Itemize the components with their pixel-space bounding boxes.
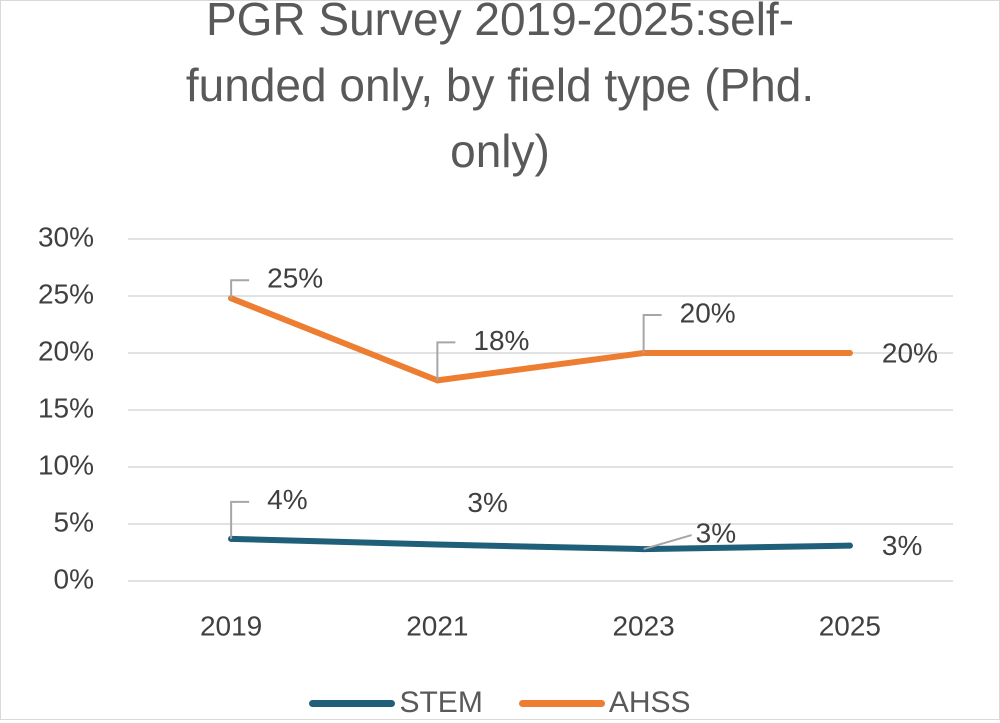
data-label-stem-2025: 3% — [882, 530, 922, 561]
data-label-stem-2019: 4% — [267, 484, 307, 515]
chart-title-line-3: only) — [450, 125, 550, 177]
y-tick-label-5: 25% — [38, 278, 94, 309]
data-point-ahss-2025 — [846, 350, 853, 356]
legend-label-stem: STEM — [399, 686, 483, 719]
data-point-stem-2021 — [434, 541, 441, 548]
data-label-stem-2023: 3% — [696, 517, 736, 548]
chart-title-line-1: PGR Survey 2019-2025:self- — [205, 0, 795, 45]
y-tick-label-3: 15% — [38, 392, 94, 423]
data-point-stem-2025 — [846, 542, 853, 549]
leader-line-stem-2023 — [643, 534, 692, 551]
leader-line-ahss-2021 — [436, 341, 456, 381]
y-tick-label-2: 10% — [38, 449, 94, 480]
leader-line-ahss-2023 — [642, 314, 662, 353]
chart-title-line-2: funded only, by field type (Phd. — [185, 59, 815, 111]
legend-swatch-stem — [309, 699, 396, 707]
data-label-ahss-2019: 25% — [267, 263, 323, 294]
data-label-ahss-2023: 20% — [680, 297, 736, 328]
legend-item-stem: STEM — [309, 686, 483, 720]
leader-line-stem-2019 — [230, 500, 250, 539]
data-label-ahss-2025: 20% — [882, 337, 938, 368]
chart-legend: STEM AHSS — [0, 683, 1000, 723]
x-tick-label-1: 2021 — [406, 610, 468, 641]
data-label-stem-2021: 3% — [467, 487, 507, 518]
chart-title: PGR Survey 2019-2025:self- funded only, … — [90, 0, 910, 184]
y-tick-label-0: 0% — [54, 563, 94, 594]
series-line-stem — [228, 535, 853, 553]
legend-swatch-ahss — [518, 699, 605, 707]
legend-label-ahss: AHSS — [608, 686, 691, 719]
series-line-ahss — [228, 295, 853, 384]
x-tick-label-0: 2019 — [200, 610, 262, 641]
x-tick-label-2: 2023 — [612, 610, 674, 641]
data-label-ahss-2021: 18% — [473, 325, 529, 356]
y-tick-label-6: 30% — [38, 221, 94, 252]
legend-item-ahss: AHSS — [518, 686, 691, 720]
y-tick-label-4: 20% — [38, 335, 94, 366]
y-tick-label-1: 5% — [54, 506, 94, 537]
x-tick-label-3: 2025 — [819, 610, 881, 641]
leader-line-ahss-2019 — [230, 279, 250, 299]
